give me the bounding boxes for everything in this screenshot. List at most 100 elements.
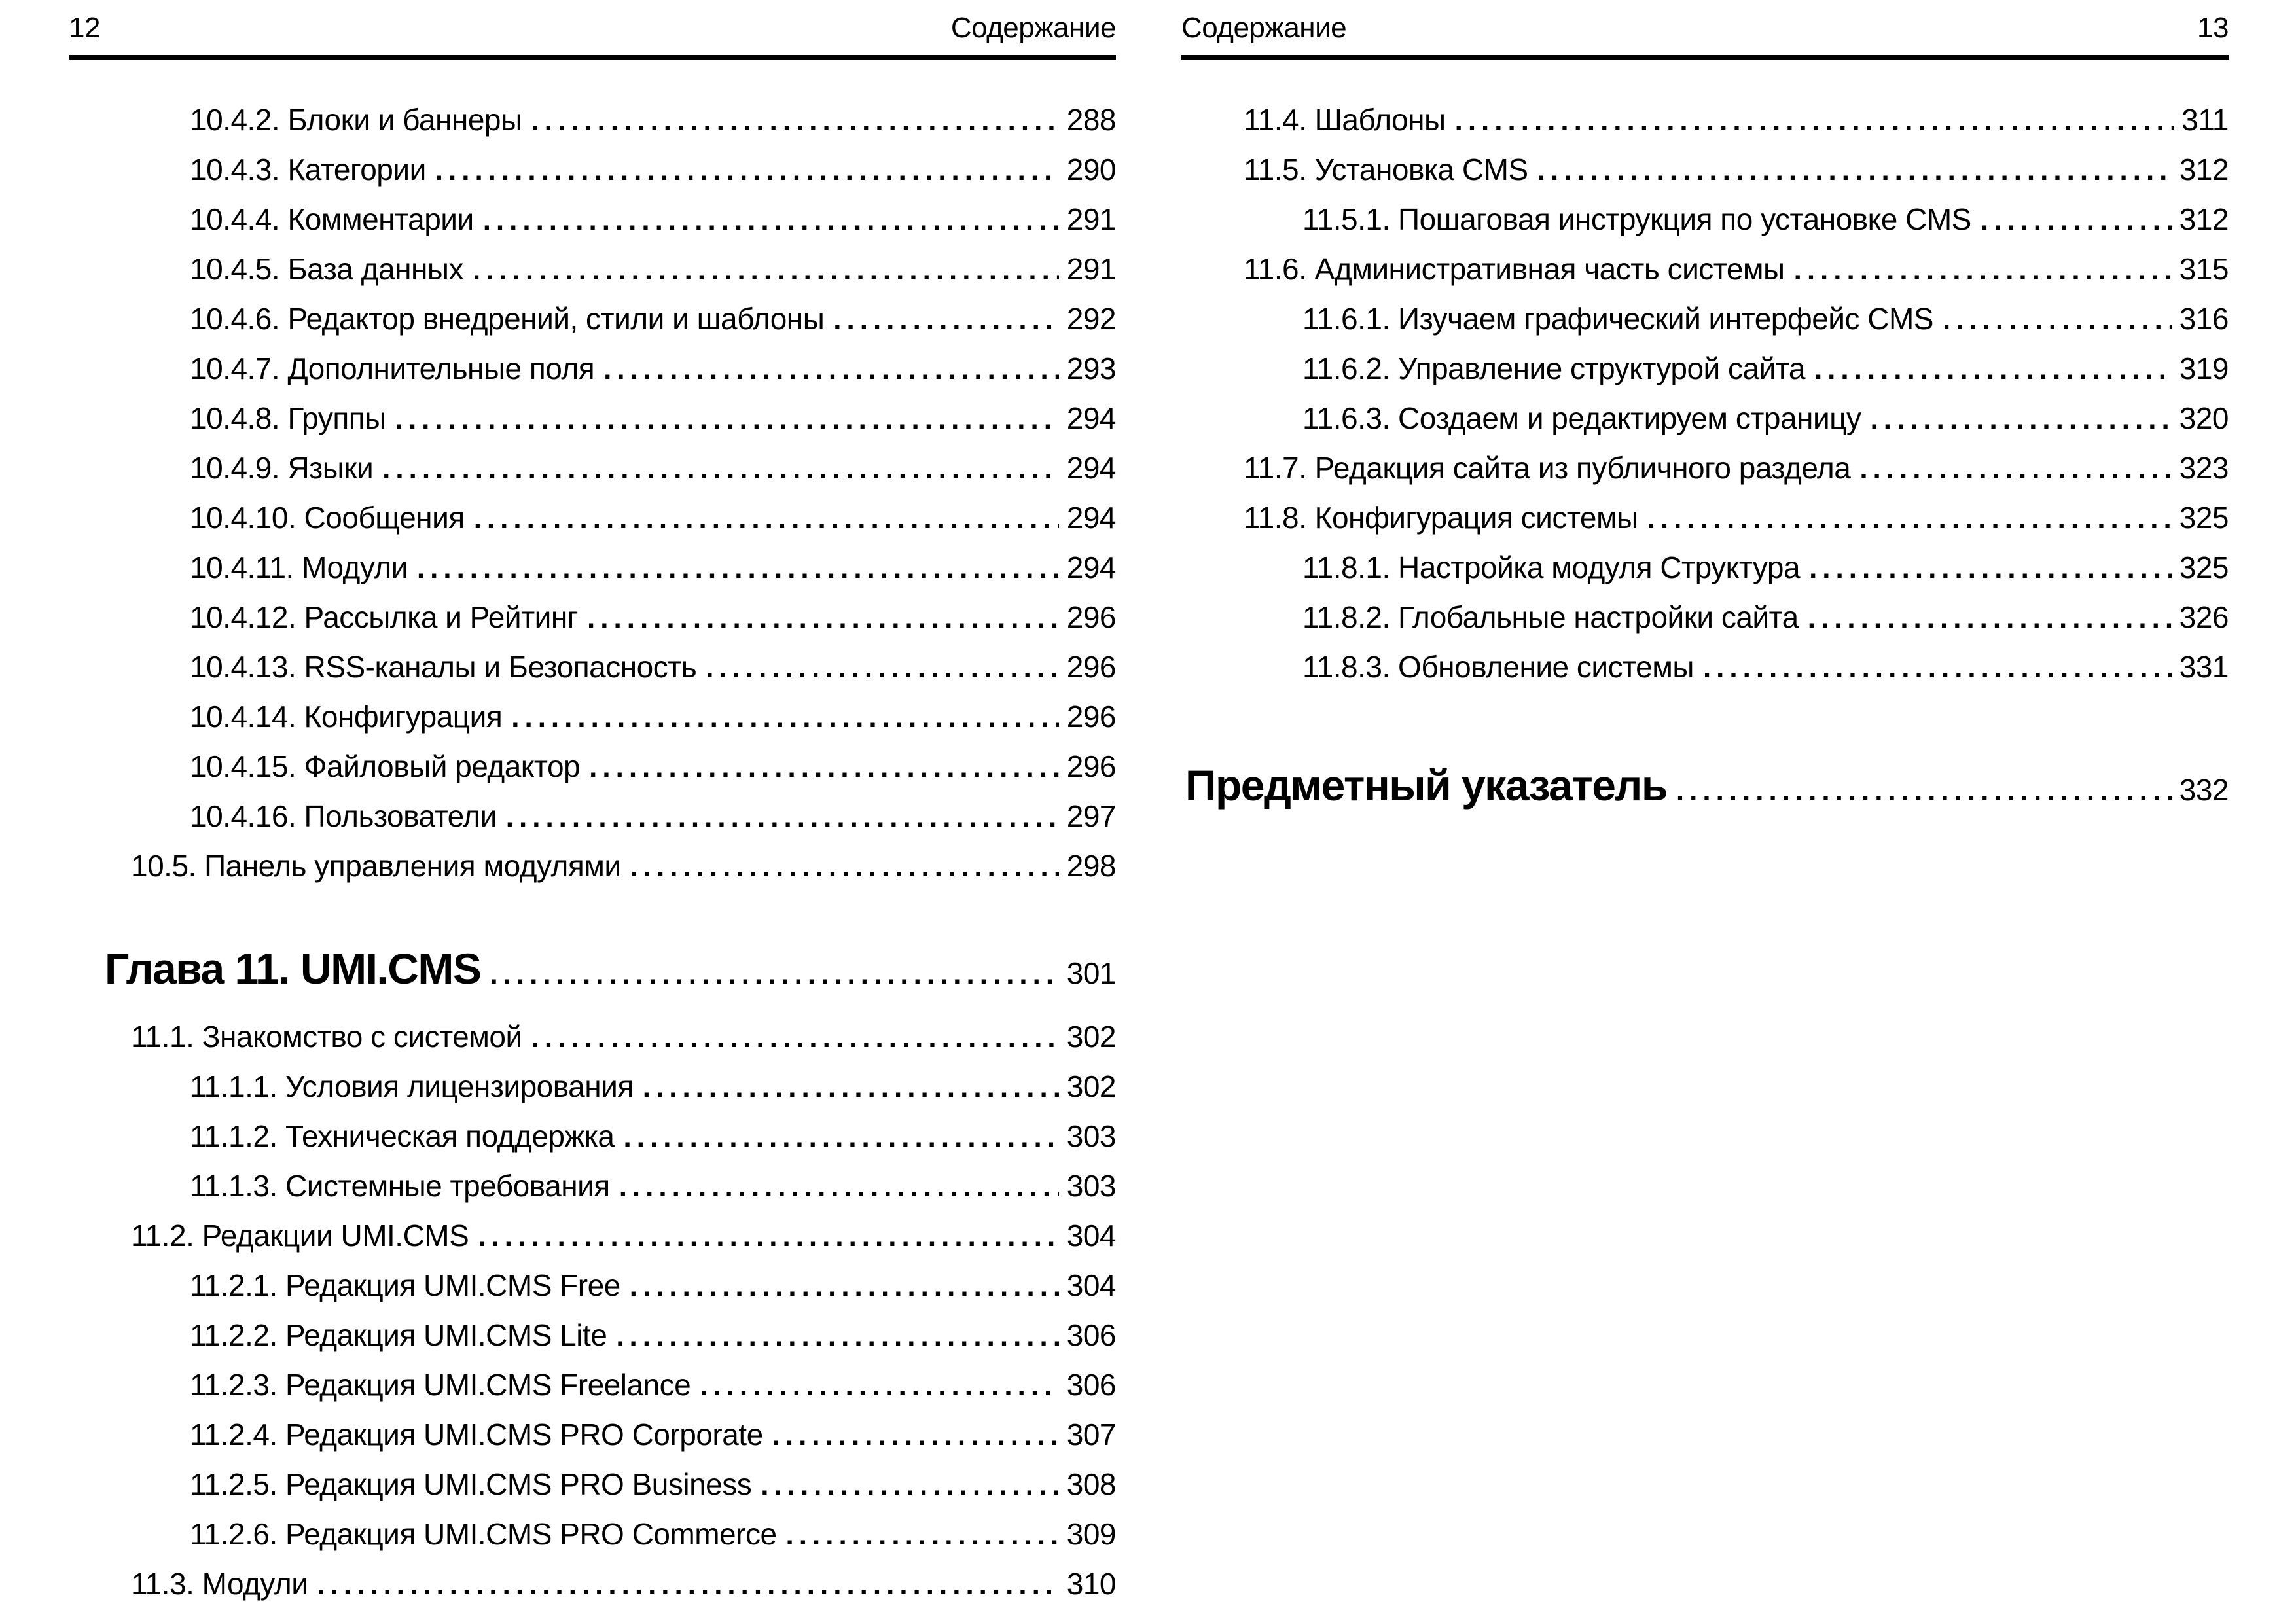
toc-entry: 10.4.13. RSS-каналы и Безопасность 296 xyxy=(69,643,1117,692)
toc-entry-label: 11.2.6. Редакция UMI.CMS PRO Commerce xyxy=(190,1517,777,1551)
toc-entry: 10.4.8. Группы 294 xyxy=(69,394,1117,444)
toc-entry-page: 332 xyxy=(2179,773,2229,807)
toc-entry-page: 301 xyxy=(1066,956,1117,990)
toc-entry: 10.4.15. Файловый редактор 296 xyxy=(69,742,1117,792)
toc-entry-page: 302 xyxy=(1066,1069,1117,1103)
page-number-label: 12 xyxy=(69,12,100,44)
dot-leader xyxy=(490,943,1058,1005)
toc-entry-label: 10.4.16. Пользователи xyxy=(190,799,497,833)
toc-entry-label: 11.7. Редакция сайта из публичного разде… xyxy=(1244,451,1851,485)
dot-leader xyxy=(603,344,1059,394)
toc-entry-page: 306 xyxy=(1066,1318,1117,1352)
toc-entry-page: 326 xyxy=(2179,600,2229,634)
toc-entry-page: 296 xyxy=(1066,700,1117,734)
dot-leader xyxy=(417,543,1059,593)
toc-entry-page: 294 xyxy=(1066,451,1117,485)
page-right: Содержание 13 11.4. Шаблоны 311 11.5. Ус… xyxy=(1181,12,2229,829)
dot-leader xyxy=(1794,245,2172,294)
toc-entry: 11.1. Знакомство с системой 302 xyxy=(69,1012,1117,1062)
toc-entry-label: 11.1.3. Системные требования xyxy=(190,1169,610,1203)
toc-entry: 11.2.3. Редакция UMI.CMS Freelance 306 xyxy=(69,1361,1117,1410)
toc-entry: 11.8.1. Настройка модуля Структура 325 xyxy=(1181,543,2229,593)
dot-leader xyxy=(772,1410,1059,1460)
toc-entry: 10.4.7. Дополнительные поля 293 xyxy=(69,344,1117,394)
toc-entry-page: 310 xyxy=(1066,1567,1117,1601)
dot-leader xyxy=(1537,145,2172,195)
toc-entry-page: 296 xyxy=(1066,650,1117,684)
toc-list: 10.4.2. Блоки и баннеры 288 10.4.3. Кате… xyxy=(69,96,1117,1609)
toc-entry-label: 10.4.15. Файловый редактор xyxy=(190,749,581,783)
toc-entry-page: 308 xyxy=(1066,1467,1117,1501)
toc-entry-page: 292 xyxy=(1066,302,1117,336)
dot-leader xyxy=(1859,444,2171,493)
dot-leader xyxy=(706,643,1059,692)
toc-entry-page: 306 xyxy=(1066,1368,1117,1402)
toc-entry-label: 11.6.2. Управление структурой сайта xyxy=(1302,351,1805,385)
toc-entry: 10.4.6. Редактор внедрений, стили и шабл… xyxy=(69,294,1117,344)
dot-leader xyxy=(478,1211,1058,1261)
toc-entry-label: 10.4.11. Модули xyxy=(190,550,408,584)
dot-leader xyxy=(474,493,1059,543)
toc-entry-label: 10.4.8. Группы xyxy=(190,401,386,435)
toc-entry-label: 10.5. Панель управления модулями xyxy=(131,849,621,883)
dot-leader xyxy=(587,593,1059,643)
dot-leader xyxy=(786,1510,1059,1560)
toc-entry: 11.2.6. Редакция UMI.CMS PRO Commerce 30… xyxy=(69,1510,1117,1560)
toc-entry-label: 10.4.3. Категории xyxy=(190,152,426,187)
toc-entry: 11.3. Модули 310 xyxy=(69,1560,1117,1609)
toc-entry: Глава 11. UMI.CMS 301 xyxy=(69,938,1117,1005)
toc-entry-page: 325 xyxy=(2179,550,2229,584)
toc-list: 11.4. Шаблоны 311 11.5. Установка CMS 31… xyxy=(1181,96,2229,821)
dot-leader xyxy=(833,294,1058,344)
toc-entry: 11.6.1. Изучаем графический интерфейс CM… xyxy=(1181,294,2229,344)
toc-entry-page: 315 xyxy=(2179,252,2229,286)
toc-entry-label: 11.2.2. Редакция UMI.CMS Lite xyxy=(190,1318,607,1352)
toc-entry-page: 325 xyxy=(2179,501,2229,535)
toc-entry-page: 291 xyxy=(1066,252,1117,286)
page-header: Содержание 13 xyxy=(1181,12,2229,60)
toc-entry: 11.1.2. Техническая поддержка 303 xyxy=(69,1112,1117,1162)
dot-leader xyxy=(700,1361,1059,1410)
toc-entry-page: 312 xyxy=(2179,152,2229,187)
dot-leader xyxy=(1676,760,2172,821)
toc-entry-label: 11.5. Установка CMS xyxy=(1244,152,1528,187)
toc-entry: 11.7. Редакция сайта из публичного разде… xyxy=(1181,444,2229,493)
dot-leader xyxy=(643,1062,1059,1112)
toc-entry: 10.4.5. База данных 291 xyxy=(69,245,1117,294)
toc-entry-page: 312 xyxy=(2179,202,2229,236)
toc-entry-page: 320 xyxy=(2179,401,2229,435)
toc-entry-page: 331 xyxy=(2179,650,2229,684)
header-title: Содержание xyxy=(1181,12,1347,44)
dot-leader xyxy=(1981,195,2172,245)
dot-leader xyxy=(761,1460,1058,1510)
dot-leader xyxy=(624,1112,1059,1162)
toc-entry-label: 11.3. Модули xyxy=(131,1567,308,1601)
toc-entry-label: 10.4.9. Языки xyxy=(190,451,374,485)
dot-leader xyxy=(483,195,1059,245)
toc-entry: 11.1.1. Условия лицензирования 302 xyxy=(69,1062,1117,1112)
toc-entry-label: 11.8.3. Обновление системы xyxy=(1302,650,1694,684)
toc-entry-label: 11.4. Шаблоны xyxy=(1244,103,1446,137)
toc-entry-label: 11.1.1. Условия лицензирования xyxy=(190,1069,634,1103)
dot-leader xyxy=(1943,294,2172,344)
toc-entry-page: 316 xyxy=(2179,302,2229,336)
dot-leader xyxy=(1814,344,2172,394)
toc-entry-label: 10.4.10. Сообщения xyxy=(190,501,465,535)
toc-entry: 10.4.3. Категории 290 xyxy=(69,145,1117,195)
toc-entry: 11.2.5. Редакция UMI.CMS PRO Business 30… xyxy=(69,1460,1117,1510)
dot-leader xyxy=(1647,493,2172,543)
toc-entry-page: 311 xyxy=(2181,103,2229,137)
toc-entry-label: 11.5.1. Пошаговая инструкция по установк… xyxy=(1302,202,1971,236)
toc-entry-label: 10.4.6. Редактор внедрений, стили и шабл… xyxy=(190,302,825,336)
toc-entry-label: 10.4.4. Комментарии xyxy=(190,202,474,236)
toc-entry-label: 11.6. Административная часть системы xyxy=(1244,252,1785,286)
toc-entry-page: 323 xyxy=(2179,451,2229,485)
toc-entry-page: 293 xyxy=(1066,351,1117,385)
dot-leader xyxy=(395,394,1059,444)
page-left: 12 Содержание 10.4.2. Блоки и баннеры 28… xyxy=(69,12,1117,1609)
toc-entry: 10.5. Панель управления модулями 298 xyxy=(69,842,1117,891)
toc-entry-label: 10.4.13. RSS-каналы и Безопасность xyxy=(190,650,697,684)
toc-entry-label: 11.2.3. Редакция UMI.CMS Freelance xyxy=(190,1368,691,1402)
page-number-label: 13 xyxy=(2197,12,2229,44)
toc-entry-label: 11.6.1. Изучаем графический интерфейс CM… xyxy=(1302,302,1934,336)
